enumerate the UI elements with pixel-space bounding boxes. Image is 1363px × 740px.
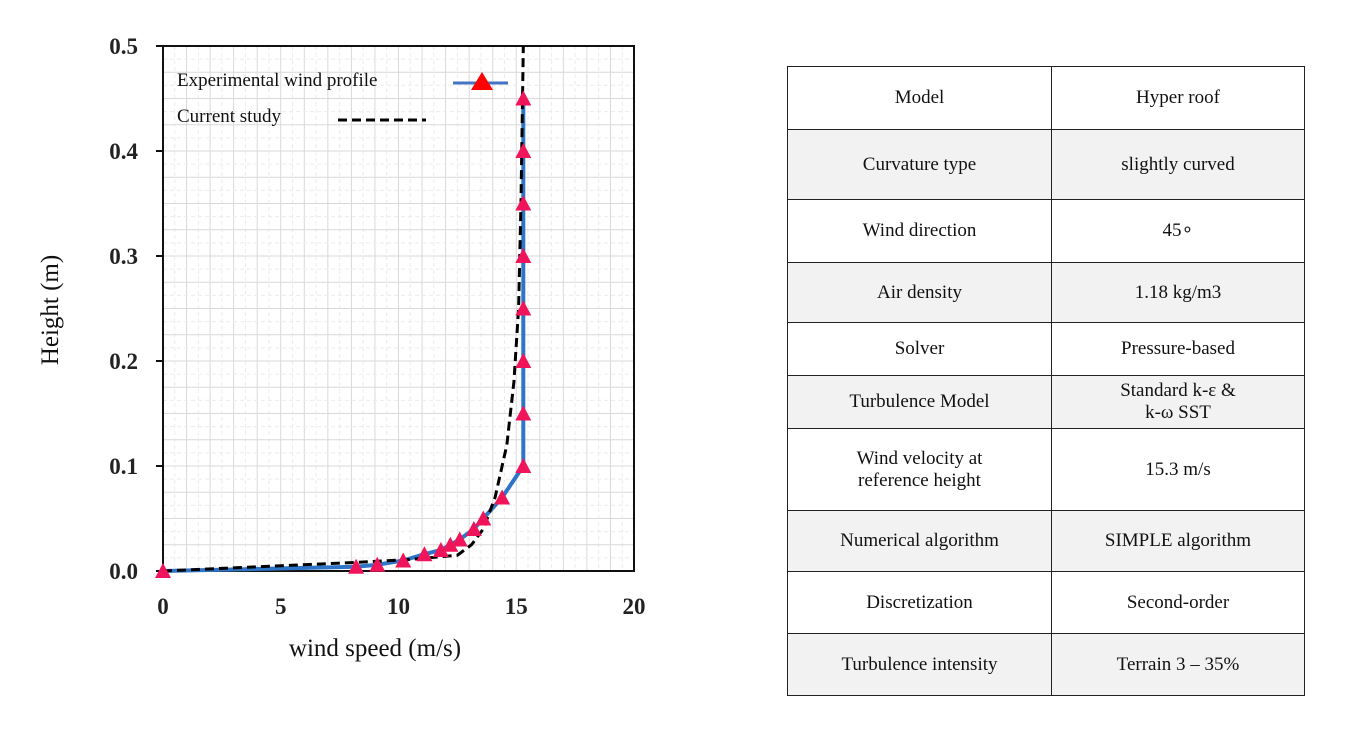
table-row: Solver Pressure-based xyxy=(787,322,1305,376)
grid xyxy=(163,46,634,571)
x-tick-label: 10 xyxy=(387,594,410,619)
experimental-data-point xyxy=(348,558,365,574)
parameter-value-cell: Second-order xyxy=(1051,571,1305,634)
parameter-value-cell: SIMPLE algorithm xyxy=(1051,510,1305,572)
simulation-parameters-table: Model Hyper roof Curvature type slightly cu… xyxy=(787,66,1305,696)
parameter-name-cell: Wind direction xyxy=(787,199,1052,263)
table-row: Wind direction 45∘ xyxy=(787,199,1305,263)
table-row: Air density 1.18 kg/m3 xyxy=(787,262,1305,323)
parameter-value-cell: Terrain 3 – 35% xyxy=(1051,633,1305,696)
parameter-name-cell: Turbulence intensity xyxy=(787,633,1052,696)
experimental-data-point xyxy=(416,546,433,562)
experimental-data-point xyxy=(494,489,511,505)
experimental-data-point xyxy=(432,542,449,557)
parameter-value-cell: Standard k-ε & k-ω SST xyxy=(1051,375,1305,429)
legend: Experimental wind profile Current study xyxy=(177,70,508,127)
experimental-data-point xyxy=(515,90,532,106)
experimental-data-point xyxy=(369,556,386,572)
parameter-name-cell: Numerical algorithm xyxy=(787,510,1052,572)
experimental-data-point xyxy=(442,536,459,552)
y-axis-label: Height (m) xyxy=(37,255,64,365)
x-tick-label: 20 xyxy=(623,594,646,619)
x-axis-label: wind speed (m/s) xyxy=(289,635,461,662)
y-tick-label: 0.5 xyxy=(109,34,138,59)
experimental-data-point xyxy=(451,531,468,547)
experimental-data-point xyxy=(515,458,532,473)
x-tick-label: 0 xyxy=(157,594,169,619)
table-row: Numerical algorithm SIMPLE algorithm xyxy=(787,510,1305,572)
legend-label-current-study: Current study xyxy=(177,106,281,127)
parameter-name-cell: Turbulence Model xyxy=(787,375,1052,429)
experimental-data-point xyxy=(515,405,532,421)
table-row: Turbulence Model Standard k-ε & k-ω SST xyxy=(787,375,1305,429)
y-tick-label: 0.0 xyxy=(109,559,138,584)
parameter-value-cell: 1.18 kg/m3 xyxy=(1051,262,1305,323)
table-row: Wind velocity at reference height 15.3 m/… xyxy=(787,428,1305,511)
current-study-line xyxy=(162,45,525,573)
x-tick-label: 5 xyxy=(275,594,287,619)
legend-label-experimental: Experimental wind profile xyxy=(177,70,378,91)
experimental-data-point xyxy=(515,353,532,368)
table-row: Curvature type slightly curved xyxy=(787,129,1305,200)
parameter-name-cell: Solver xyxy=(787,322,1052,376)
table-row: Turbulence intensity Terrain 3 – 35% xyxy=(787,633,1305,696)
parameter-value-cell: slightly curved xyxy=(1051,129,1305,200)
parameter-name-cell: Curvature type xyxy=(787,129,1052,200)
wind-profile-chart: 0 5 10 15 20 0.0 0.1 0.2 0.3 0.4 0.5 wind speed (m… xyxy=(37,34,646,662)
experimental-data-point xyxy=(155,563,171,578)
y-tick-label: 0.1 xyxy=(109,454,138,479)
parameter-name-cell: Discretization xyxy=(787,571,1052,634)
table-row: Discretization Second-order xyxy=(787,571,1305,634)
parameter-name-cell: Air density xyxy=(787,262,1052,323)
experimental-data-point xyxy=(395,552,412,568)
y-tick-label: 0.2 xyxy=(109,349,138,374)
experimental-data-point xyxy=(515,195,532,211)
experimental-data-point xyxy=(515,143,532,158)
table-row: Model Hyper roof xyxy=(787,66,1305,130)
parameter-value-cell: 45∘ xyxy=(1051,199,1305,263)
parameter-value-cell: Pressure-based xyxy=(1051,322,1305,376)
parameter-name-cell: Model xyxy=(787,66,1052,130)
parameter-value-cell: Hyper roof xyxy=(1051,66,1305,130)
experimental-data-point xyxy=(515,300,532,316)
parameter-name-cell: Wind velocity at reference height xyxy=(787,428,1052,511)
y-tick-label: 0.4 xyxy=(109,139,138,164)
y-tick-label: 0.3 xyxy=(109,244,138,269)
legend-marker-triangle xyxy=(471,72,493,90)
parameter-value-cell: 15.3 m/s xyxy=(1051,428,1305,511)
plot-frame xyxy=(162,45,635,572)
experimental-data-point xyxy=(475,510,492,526)
experimental-data-point xyxy=(515,248,532,263)
experimental-data-point xyxy=(465,521,482,536)
x-tick-label: 15 xyxy=(505,594,528,619)
